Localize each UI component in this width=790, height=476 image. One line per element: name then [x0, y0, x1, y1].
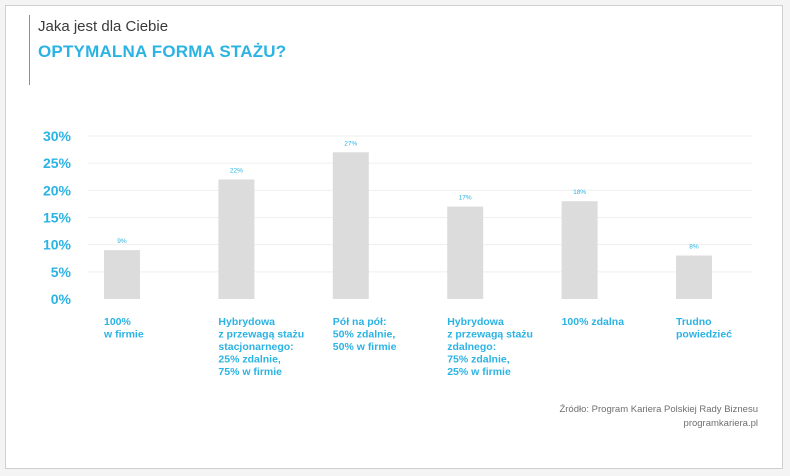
x-tick-label-line: 25% w firmie — [447, 366, 511, 378]
x-tick-label-line: Hybrydowa — [218, 316, 275, 328]
x-tick-label: Hybrydowa z przewagą stażu stacjonarnego: 2… — [218, 316, 304, 378]
x-tick-label-line: zdalnego: — [447, 341, 496, 353]
x-tick-label: 100% w firmie — [103, 316, 144, 341]
data-label: 17% — [459, 195, 472, 202]
bar — [218, 179, 255, 299]
x-tick-label-line: Hybrydowa — [447, 316, 504, 328]
x-tick-label-line: w firmie — [103, 329, 144, 341]
x-tick-label: Hybrydowa z przewagą stażu zdalnego: 75% zd… — [447, 316, 533, 378]
x-tick-label-line: Trudno — [676, 316, 712, 328]
x-tick-label-line: 100% zdalna — [562, 316, 625, 328]
x-tick-label-line: 75% zdalnie, — [447, 354, 510, 366]
y-tick-label: 10% — [43, 237, 72, 253]
y-tick-label: 0% — [51, 291, 72, 307]
data-label: 8% — [689, 244, 699, 251]
bar — [104, 250, 140, 299]
x-tick-label-line: z przewagą stażu — [218, 329, 304, 341]
source-url: programkariera.pl — [683, 418, 758, 429]
x-tick-label-line: 50% w firmie — [333, 341, 397, 353]
bar — [447, 206, 484, 299]
y-tick-label: 25% — [43, 155, 72, 171]
x-tick-label-line: powiedzieć — [676, 329, 732, 341]
y-tick-label: 20% — [43, 182, 72, 198]
chart-subtitle: Jaka jest dla Ciebie — [38, 18, 169, 35]
data-label: 22% — [230, 167, 243, 174]
source-line: Źródło: Program Kariera Polskiej Rady Bi… — [559, 404, 758, 415]
data-label: 18% — [573, 189, 586, 196]
x-tick-label-line: stacjonarnego: — [218, 341, 293, 353]
bar — [332, 152, 369, 299]
x-tick-label: Trudno powiedzieć — [676, 316, 732, 341]
source-note: Źródło: Program Kariera Polskiej Rady Bi… — [559, 403, 758, 431]
title-accent-line — [29, 15, 30, 85]
y-tick-label: 30% — [43, 128, 72, 144]
data-label: 27% — [344, 140, 357, 147]
x-tick-label-line: 100% — [104, 316, 132, 328]
x-tick-label-line: 75% w firmie — [218, 366, 282, 378]
bar — [561, 201, 598, 299]
x-tick-label: 100% zdalna — [562, 316, 625, 328]
bar — [676, 255, 712, 299]
x-tick-label-line: 25% zdalnie, — [218, 354, 281, 366]
chart-card — [5, 5, 783, 469]
x-tick-label: Pół na pół: 50% zdalnie, 50% w firmie — [333, 316, 397, 353]
chart-title: OPTYMALNA FORMA STAŻU? — [38, 42, 287, 61]
x-tick-label-line: z przewagą stażu — [447, 329, 533, 341]
data-label: 9% — [117, 238, 127, 245]
y-tick-label: 15% — [43, 210, 72, 226]
x-tick-label-line: 50% zdalnie, — [333, 329, 396, 341]
x-tick-label-line: Pół na pół: — [333, 316, 387, 328]
y-tick-label: 5% — [51, 264, 72, 280]
